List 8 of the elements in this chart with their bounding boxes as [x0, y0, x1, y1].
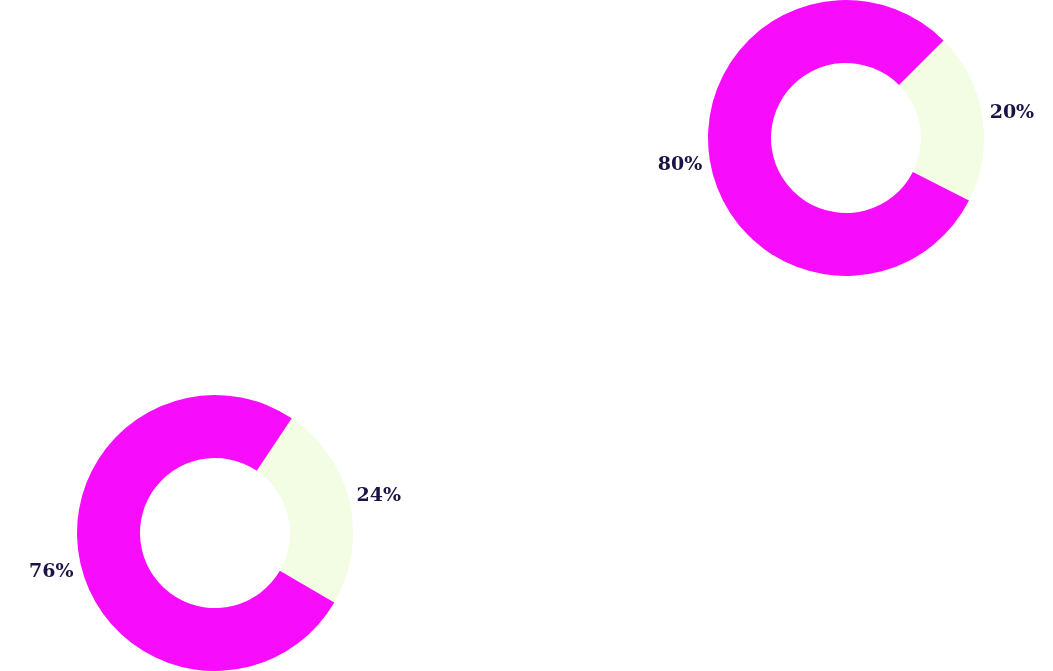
donut-slice	[708, 0, 969, 276]
data-label: 20%	[989, 99, 1035, 122]
donut-slice	[256, 418, 353, 603]
data-label: 24%	[356, 483, 401, 506]
donut-slice	[899, 40, 984, 201]
data-label: 76%	[29, 558, 74, 581]
donut-slice	[77, 395, 335, 671]
data-label: 80%	[657, 152, 703, 175]
